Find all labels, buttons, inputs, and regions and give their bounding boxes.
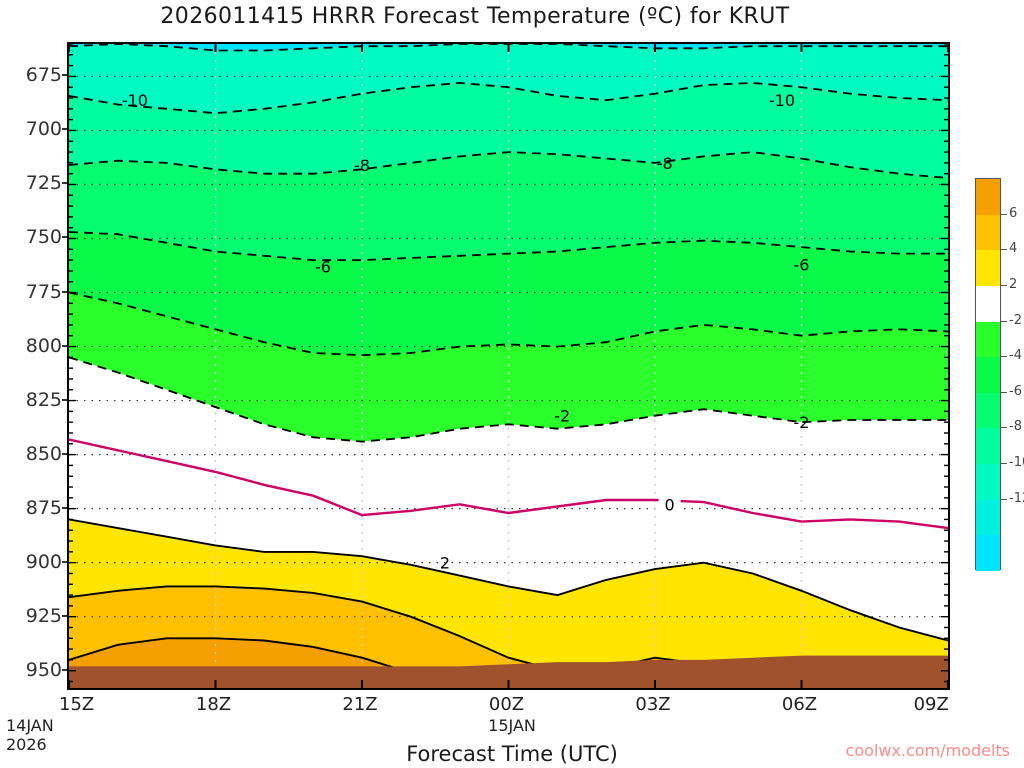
y-axis-tick-label: 750 [25, 226, 62, 249]
colorbar-tick-label: -8 [1009, 419, 1022, 435]
colorbar-tick-mark [1001, 249, 1007, 251]
colorbar-segment [976, 250, 1000, 286]
contour-label: -10 [769, 91, 795, 110]
colorbar-segment [976, 214, 1000, 251]
y-axis-tick-mark [62, 506, 67, 509]
colorbar-segment [976, 392, 1000, 429]
y-axis-tick-mark [62, 452, 67, 455]
y-axis-tick-label: 825 [25, 388, 62, 411]
x-axis-tick-label: 18Z [195, 694, 232, 715]
start-date-day: 14JAN [6, 716, 54, 735]
plot-area: -10 -10 -8 -8 -6 -6 -2 -2 2 0 [67, 42, 950, 690]
y-axis-tick-label: 775 [25, 280, 62, 303]
contour-label: 0 [665, 495, 675, 514]
colorbar-tick-label: 6 [1009, 205, 1018, 221]
colorbar-tick-mark [1001, 284, 1007, 286]
colorbar-tick-label: 4 [1009, 241, 1018, 257]
x-axis-tick-label: 03Z [635, 694, 671, 715]
colorbar-ticks: 6 4 2 -2 -4 -6 -8 -10 -12 [975, 178, 1024, 570]
y-axis-tick-mark [62, 128, 67, 131]
colorbar-segment [976, 464, 1000, 500]
colorbar-segment [976, 179, 1000, 215]
colorbar-segment [976, 321, 1000, 358]
colorbar-tick-label: 2 [1009, 276, 1018, 292]
y-axis-tick-label: 875 [25, 496, 62, 519]
colorbar-tick-mark [1001, 498, 1007, 500]
contour-label: -6 [315, 258, 331, 277]
colorbar-segment [976, 428, 1000, 464]
mid-date-label: 15JAN [488, 716, 536, 735]
y-axis-tick-mark [62, 236, 67, 239]
colorbar-tick-mark [1001, 320, 1007, 322]
y-axis-tick-mark [62, 344, 67, 347]
colorbar-tick-label: -4 [1009, 348, 1022, 364]
colorbar-tick-label: -10 [1009, 455, 1024, 471]
contour-label: -8 [657, 154, 673, 173]
colorbar-tick-label: -12 [1009, 490, 1024, 506]
colorbar-tick-mark [1001, 213, 1007, 215]
colorbar-tick-mark [1001, 463, 1007, 465]
colorbar-segment [976, 535, 1000, 571]
y-axis-tick-label: 675 [25, 64, 62, 87]
contour-label: 2 [440, 554, 450, 573]
y-axis-tick-label: 925 [25, 604, 62, 627]
y-axis-tick-mark [62, 182, 67, 185]
start-date-year: 2026 [6, 735, 47, 754]
contour-label: -8 [354, 156, 370, 175]
start-date-stamp: 14JAN 2026 [6, 716, 54, 754]
contour-label: -2 [554, 407, 570, 426]
y-axis-tick-mark [62, 290, 67, 293]
colorbar-tick-mark [1001, 427, 1007, 429]
y-axis-tick-label: 850 [25, 442, 62, 465]
y-axis-tick-mark [62, 614, 67, 617]
y-axis-tick-label: 700 [25, 118, 62, 141]
y-axis-tick-label: 725 [25, 172, 62, 195]
y-axis-tick-mark [62, 560, 67, 563]
x-axis-tick-label: 09Z [913, 694, 949, 715]
colorbar-segment [976, 357, 1000, 393]
x-axis-tick-label: 00Z [488, 694, 525, 715]
colorbar-segment [976, 285, 1000, 322]
y-axis-labels: 675 700 725 750 775 800 825 850 875 900 925 950 [0, 42, 67, 690]
x-axis-tick-label: 15Z [59, 694, 95, 715]
y-axis-tick-mark [62, 398, 67, 401]
x-axis-title: Forecast Time (UTC) [406, 742, 618, 766]
contour-label: -2 [794, 413, 810, 432]
page-title: 2026011415 HRRR Forecast Temperature (ºC… [160, 4, 790, 29]
contour-label: -10 [122, 91, 148, 110]
x-axis-labels: 15Z 18Z 21Z 00Z 03Z 06Z 09Z [59, 694, 950, 718]
y-axis-tick-mark [62, 74, 67, 77]
x-axis-tick-label: 21Z [342, 694, 378, 715]
x-axis-tick-label: 06Z [781, 694, 818, 715]
y-axis-tick-mark [62, 668, 67, 671]
site-watermark: coolwx.com/modelts [845, 741, 1010, 760]
y-axis-tick-label: 950 [25, 658, 62, 681]
colorbar-segment [976, 499, 1000, 536]
colorbar-tick-mark [1001, 356, 1007, 358]
contour-label: -6 [794, 255, 810, 274]
colorbar-tick-label: -2 [1009, 312, 1022, 328]
colorbar-tick-mark [1001, 391, 1007, 393]
colorbar-tick-label: -6 [1009, 383, 1022, 399]
colorbar [975, 178, 1001, 571]
contour-plot-svg: -10 -10 -8 -8 -6 -6 -2 -2 2 0 [69, 44, 948, 688]
y-axis-tick-label: 900 [25, 550, 62, 573]
y-axis-tick-label: 800 [25, 334, 62, 357]
